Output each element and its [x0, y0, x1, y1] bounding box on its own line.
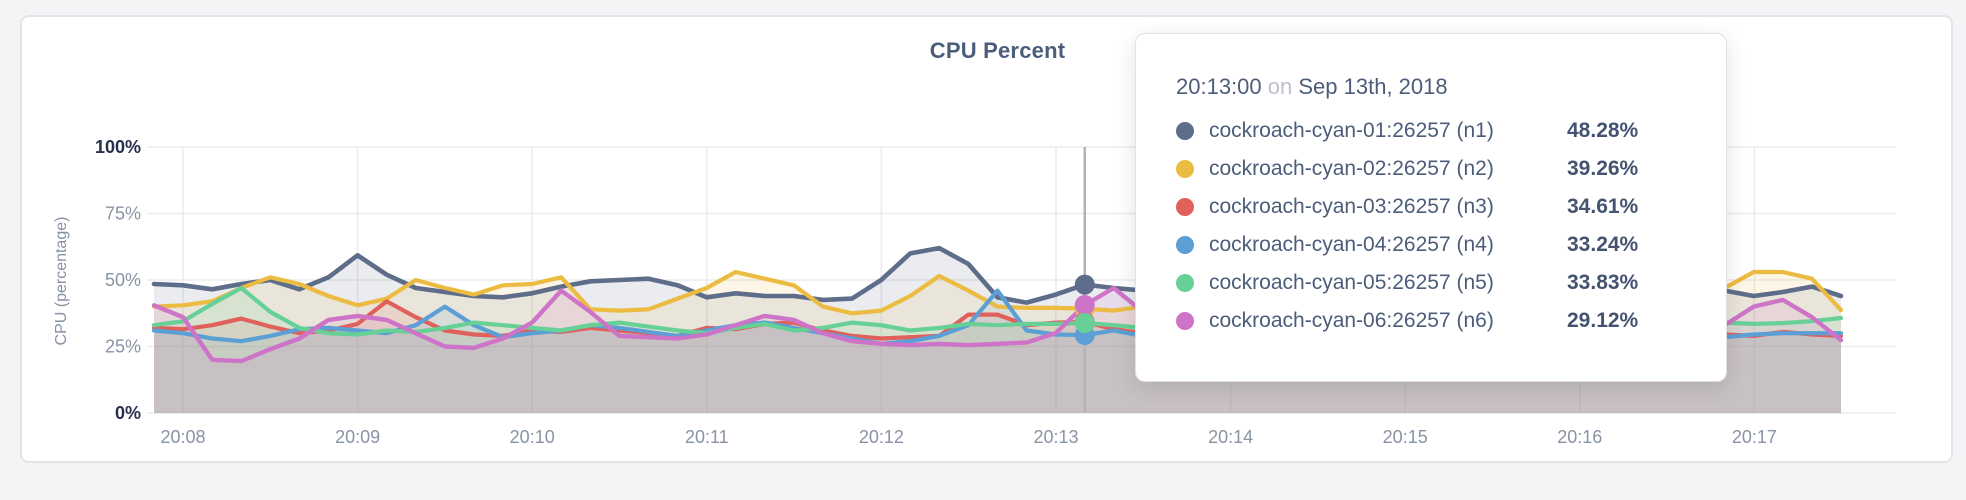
hover-dot: [1074, 274, 1095, 295]
series-color-dot-icon: [1176, 160, 1194, 178]
hover-tooltip: 20:13:00 on Sep 13th, 2018 cockroach-cya…: [1135, 33, 1727, 382]
tooltip-rows: cockroach-cyan-01:26257 (n1) 48.28% cockro…: [1176, 112, 1696, 340]
tooltip-time: 20:13:00: [1176, 74, 1262, 99]
x-tick-label: 20:15: [1383, 427, 1428, 447]
tooltip-series-name: cockroach-cyan-03:26257 (n3): [1209, 195, 1494, 218]
tooltip-series-value: 33.83%: [1567, 271, 1639, 294]
hover-dot: [1074, 295, 1095, 316]
tooltip-series-value: 39.26%: [1567, 157, 1639, 180]
tooltip-row: cockroach-cyan-06:26257 (n6) 29.12%: [1176, 302, 1696, 340]
x-tick-label: 20:12: [859, 427, 904, 447]
tooltip-row: cockroach-cyan-05:26257 (n5) 33.83%: [1176, 264, 1696, 302]
x-tick-label: 20:08: [160, 427, 205, 447]
hover-dot: [1074, 313, 1095, 334]
series-color-dot-icon: [1176, 122, 1194, 140]
tooltip-header: 20:13:00 on Sep 13th, 2018: [1176, 74, 1696, 100]
y-tick-label: 50%: [105, 270, 141, 290]
tooltip-series-name: cockroach-cyan-01:26257 (n1): [1209, 119, 1494, 142]
tooltip-series-value: 48.28%: [1567, 119, 1639, 142]
series-color-dot-icon: [1176, 312, 1194, 330]
x-tick-label: 20:11: [685, 427, 729, 447]
series-color-dot-icon: [1176, 198, 1194, 216]
y-tick-label: 75%: [105, 204, 141, 224]
series-color-dot-icon: [1176, 274, 1194, 292]
chart-title: CPU Percent: [929, 38, 1066, 63]
y-axis-label: CPU (percentage): [53, 216, 70, 346]
tooltip-conjunction: on: [1267, 74, 1293, 99]
tooltip-row: cockroach-cyan-03:26257 (n3) 34.61%: [1176, 188, 1696, 226]
x-tick-label: 20:10: [510, 427, 555, 447]
tooltip-series-name: cockroach-cyan-02:26257 (n2): [1209, 157, 1494, 180]
y-tick-label: 25%: [105, 337, 141, 357]
tooltip-series-value: 34.61%: [1567, 195, 1639, 218]
y-tick-label: 100%: [95, 137, 141, 157]
y-tick-label: 0%: [115, 403, 141, 423]
x-tick-label: 20:13: [1033, 427, 1078, 447]
tooltip-series-value: 29.12%: [1567, 309, 1639, 332]
series-color-dot-icon: [1176, 236, 1194, 254]
series-area: [154, 301, 1841, 413]
x-tick-label: 20:16: [1557, 427, 1602, 447]
x-tick-label: 20:14: [1208, 427, 1253, 447]
x-tick-label: 20:09: [335, 427, 380, 447]
tooltip-row: cockroach-cyan-01:26257 (n1) 48.28%: [1176, 112, 1696, 150]
tooltip-row: cockroach-cyan-04:26257 (n4) 33.24%: [1176, 226, 1696, 264]
tooltip-series-name: cockroach-cyan-06:26257 (n6): [1209, 309, 1494, 332]
tooltip-series-name: cockroach-cyan-04:26257 (n4): [1209, 233, 1494, 256]
series-area: [154, 290, 1841, 413]
tooltip-date: Sep 13th, 2018: [1298, 74, 1448, 99]
tooltip-series-name: cockroach-cyan-05:26257 (n5): [1209, 271, 1494, 294]
tooltip-series-value: 33.24%: [1567, 233, 1639, 256]
x-tick-label: 20:17: [1732, 427, 1777, 447]
tooltip-row: cockroach-cyan-02:26257 (n2) 39.26%: [1176, 150, 1696, 188]
